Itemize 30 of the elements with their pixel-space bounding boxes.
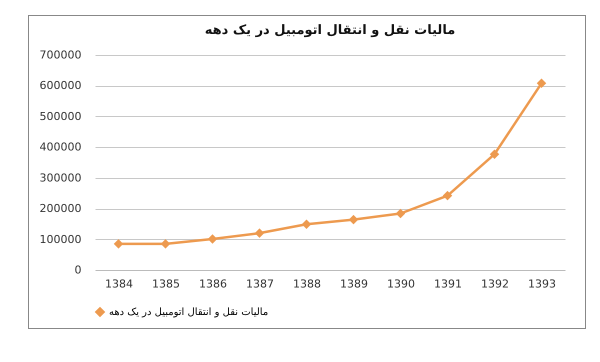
y-tick-label: 500000	[40, 110, 82, 123]
point	[302, 219, 312, 229]
point	[114, 239, 124, 249]
y-tick-label: 200000	[40, 202, 82, 216]
point	[396, 208, 406, 218]
y-tick-label: 300000	[40, 171, 82, 184]
x-tick-label: 1385	[152, 278, 180, 290]
y-tick-label: 700000	[40, 48, 82, 62]
point	[348, 214, 358, 224]
x-tick-label: 1389	[340, 278, 368, 290]
point	[160, 239, 170, 249]
x-tick-label: 1387	[246, 278, 274, 290]
x-tick-label: 1392	[481, 278, 509, 290]
x-tick-label: 1384	[105, 278, 133, 290]
x-tick-label: 1388	[293, 278, 321, 290]
y-tick-label: 0	[74, 264, 82, 276]
y-tick-label: 400000	[40, 140, 82, 154]
chart-title: مالیات نقل و انتقال اتومبیل در یک دهه	[204, 23, 456, 38]
point	[442, 190, 452, 200]
x-tick-label: 1391	[434, 278, 462, 290]
x-tick-label: 1390	[387, 278, 415, 290]
x-tick-label: 1386	[199, 278, 227, 290]
point	[208, 234, 218, 244]
point	[254, 228, 264, 238]
point	[536, 78, 546, 88]
y-tick-label: 100000	[40, 232, 82, 246]
point	[490, 149, 500, 159]
y-tick-label: 600000	[40, 79, 82, 92]
legend-label: مالیات نقل و انتقال اتومبیل در یک دهه	[109, 307, 268, 318]
x-tick-label: 1393	[528, 278, 556, 290]
